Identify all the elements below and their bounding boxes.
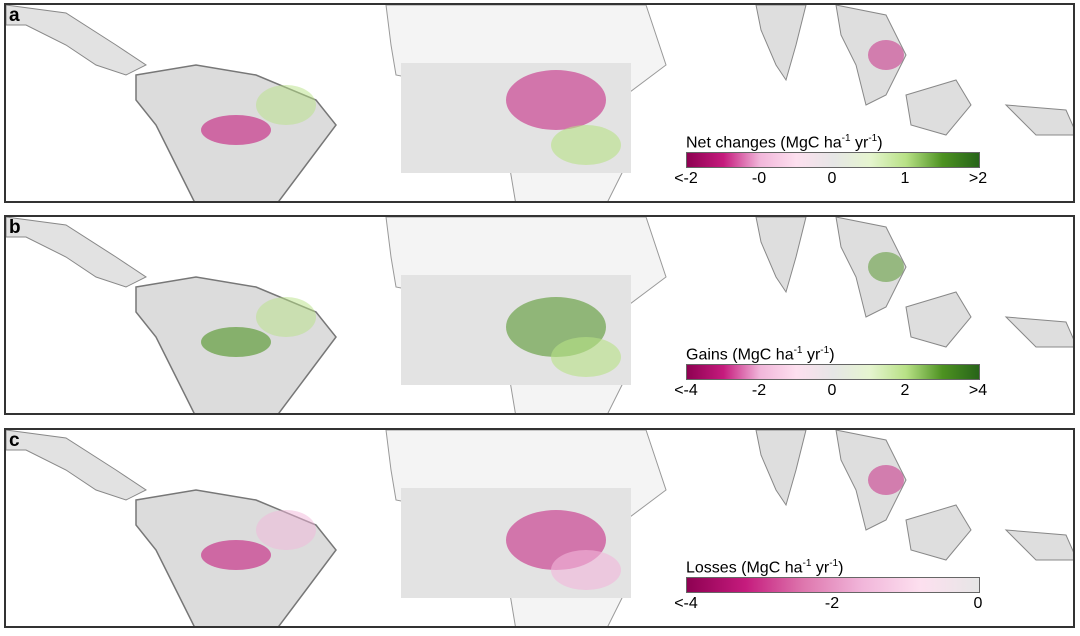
colorbar-tick-label: 1 (900, 170, 910, 188)
central-america-landmass (6, 5, 147, 76)
colorbar-tick-label: -2 (824, 595, 840, 613)
tropical-map (6, 430, 1073, 626)
data-hotspot (256, 510, 316, 550)
data-hotspot (868, 40, 904, 70)
colorbar-tick-label: -2 (751, 382, 767, 400)
data-hotspot (551, 337, 621, 377)
india-landmass (755, 430, 807, 507)
colorbar (686, 577, 980, 594)
colorbar-legend: Net changes (MgC ha-1 yr-1) <-2 -0 0 1 >2 (674, 133, 987, 192)
new-guinea-landmass (1004, 104, 1073, 136)
colorbar-tick-label: >4 (968, 382, 988, 400)
tropical-map (6, 5, 1073, 201)
map-panel-gains: b Gains (MgC ha-1 yr-1) <-4 -2 0 2 >4 (4, 215, 1075, 415)
legend-title: Losses (MgC ha-1 yr-1) (686, 558, 844, 577)
panel-label: a (9, 5, 20, 26)
map-panel-net-changes: a Net changes (MgC ha-1 yr-1) <-2 -0 0 1 >2 (4, 3, 1075, 203)
data-hotspot (256, 85, 316, 125)
borneo-landmass (905, 504, 972, 561)
borneo-landmass (905, 291, 972, 348)
data-hotspot (506, 70, 606, 130)
colorbar-tick-label: <-2 (674, 170, 698, 188)
colorbar-tick-label: <-4 (674, 382, 698, 400)
india-landmass (755, 5, 807, 82)
colorbar (686, 364, 980, 381)
colorbar-legend: Losses (MgC ha-1 yr-1) <-4 -2 0 (674, 558, 983, 617)
panel-label: c (9, 430, 20, 451)
legend-title: Net changes (MgC ha-1 yr-1) (686, 133, 883, 152)
legend-title: Gains (MgC ha-1 yr-1) (686, 345, 835, 364)
new-guinea-landmass (1004, 529, 1073, 561)
data-hotspot (551, 550, 621, 590)
data-hotspot (201, 540, 271, 570)
central-america-landmass (6, 430, 147, 501)
new-guinea-landmass (1004, 316, 1073, 348)
data-hotspot (256, 297, 316, 337)
colorbar-legend: Gains (MgC ha-1 yr-1) <-4 -2 0 2 >4 (674, 345, 987, 404)
data-hotspot (868, 465, 904, 495)
panel-label: b (9, 217, 21, 238)
data-hotspot (201, 115, 271, 145)
colorbar-tick-label: >2 (968, 170, 988, 188)
india-landmass (755, 217, 807, 294)
data-hotspot (868, 252, 904, 282)
tropical-map (6, 217, 1073, 413)
colorbar-tick-label: 2 (900, 382, 910, 400)
central-america-landmass (6, 217, 147, 288)
map-panel-losses: c Losses (MgC ha-1 yr-1) <-4 -2 0 (4, 428, 1075, 628)
colorbar (686, 152, 980, 169)
colorbar-tick-label: 0 (973, 595, 983, 613)
data-hotspot (201, 327, 271, 357)
data-hotspot (551, 125, 621, 165)
colorbar-tick-label: <-4 (674, 595, 698, 613)
colorbar-tick-label: 0 (827, 382, 837, 400)
colorbar-tick-label: -0 (751, 170, 767, 188)
colorbar-tick-label: 0 (827, 170, 837, 188)
borneo-landmass (905, 79, 972, 136)
